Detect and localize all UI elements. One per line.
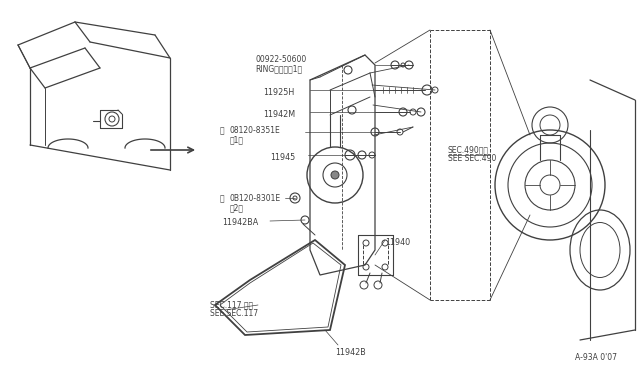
Text: 11942B: 11942B — [335, 348, 365, 357]
Text: SEC.490参照: SEC.490参照 — [448, 145, 489, 154]
Text: Ⓑ: Ⓑ — [220, 126, 225, 135]
Text: 00922-50600: 00922-50600 — [255, 55, 307, 64]
Text: SEC.117 参照: SEC.117 参照 — [210, 300, 253, 309]
Text: SEE SEC.490: SEE SEC.490 — [448, 154, 497, 163]
Text: SEE SEC.117: SEE SEC.117 — [210, 309, 258, 318]
Text: ＜1＞: ＜1＞ — [230, 135, 244, 144]
Text: 0B120-8301E: 0B120-8301E — [230, 194, 281, 203]
Text: 08120-8351E: 08120-8351E — [230, 126, 281, 135]
Text: RINGリング＜1＞: RINGリング＜1＞ — [255, 64, 302, 73]
Text: Ⓑ: Ⓑ — [220, 194, 225, 203]
Text: A-93A 0'07: A-93A 0'07 — [575, 353, 617, 362]
Text: 11942BA: 11942BA — [222, 218, 259, 227]
Circle shape — [331, 171, 339, 179]
Text: 11945: 11945 — [270, 153, 295, 162]
Text: ＜2＞: ＜2＞ — [230, 203, 244, 212]
Text: 11942M: 11942M — [263, 110, 295, 119]
Text: 11925H: 11925H — [263, 88, 294, 97]
Text: 11940: 11940 — [385, 238, 410, 247]
